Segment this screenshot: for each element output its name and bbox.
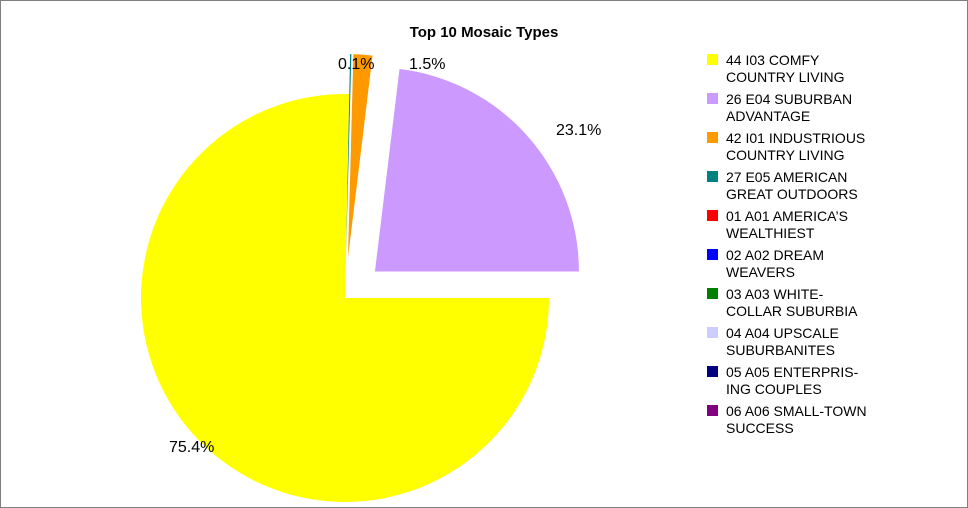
data-label: 1.5% bbox=[409, 56, 445, 73]
legend-swatch bbox=[707, 171, 718, 182]
legend-label: 42 I01 INDUSTRIOUS bbox=[726, 130, 865, 146]
legend-label: SUCCESS bbox=[726, 420, 794, 436]
legend-swatch bbox=[707, 93, 718, 104]
legend-label: 01 A01 AMERICA’S bbox=[726, 208, 848, 224]
legend-swatch bbox=[707, 327, 718, 338]
legend-label: SUBURBANITES bbox=[726, 342, 835, 358]
legend-label: ING COUPLES bbox=[726, 381, 822, 397]
legend-swatch bbox=[707, 249, 718, 260]
legend-swatch bbox=[707, 54, 718, 65]
legend-label: WEAVERS bbox=[726, 264, 795, 280]
legend-label: 27 E05 AMERICAN bbox=[726, 169, 847, 185]
legend-label: 05 A05 ENTERPRIS- bbox=[726, 364, 859, 380]
pie-slice bbox=[345, 54, 352, 259]
legend-label: 04 A04 UPSCALE bbox=[726, 325, 839, 341]
pie-slices bbox=[141, 54, 579, 502]
legend-label: 44 I03 COMFY bbox=[726, 52, 820, 68]
pie-slice bbox=[374, 68, 579, 272]
data-label: 23.1% bbox=[556, 122, 601, 139]
pie-slice bbox=[347, 54, 373, 259]
legend-label: 02 A02 DREAM bbox=[726, 247, 824, 263]
legend-label: GREAT OUTDOORS bbox=[726, 186, 858, 202]
data-label: 75.4% bbox=[169, 439, 214, 456]
legend-label: 06 A06 SMALL-TOWN bbox=[726, 403, 867, 419]
data-labels: 75.4% 0.1% 1.5% 23.1% bbox=[169, 56, 601, 456]
legend-label: COUNTRY LIVING bbox=[726, 69, 845, 85]
legend-label: 03 A03 WHITE- bbox=[726, 286, 824, 302]
legend-label: 26 E04 SUBURBAN bbox=[726, 91, 852, 107]
legend-swatch bbox=[707, 132, 718, 143]
legend-label: COLLAR SUBURBIA bbox=[726, 303, 858, 319]
pie-slice bbox=[141, 93, 549, 502]
chart-title: Top 10 Mosaic Types bbox=[410, 24, 559, 41]
legend-swatch bbox=[707, 288, 718, 299]
legend-label: WEALTHIEST bbox=[726, 225, 815, 241]
legend-swatch bbox=[707, 366, 718, 377]
data-label: 0.1% bbox=[338, 56, 374, 73]
legend-label: COUNTRY LIVING bbox=[726, 147, 845, 163]
legend-swatch bbox=[707, 210, 718, 221]
legend-label: ADVANTAGE bbox=[726, 108, 810, 124]
legend-swatch bbox=[707, 405, 718, 416]
